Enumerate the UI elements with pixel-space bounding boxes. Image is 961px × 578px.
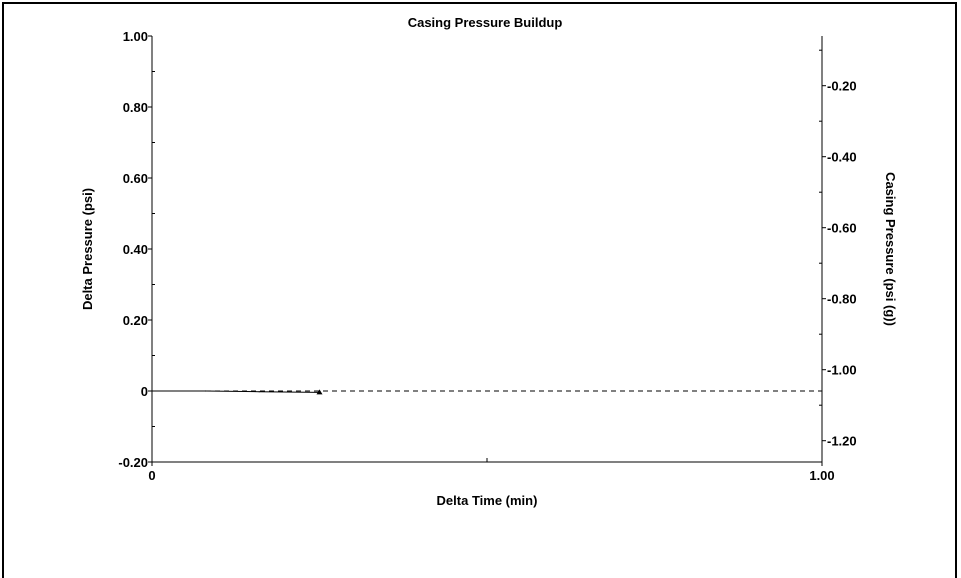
plot-axes — [151, 36, 823, 463]
y-tick-label: 0.60 — [123, 171, 148, 186]
series-point — [258, 391, 260, 393]
y2-tick-label: -0.60 — [827, 221, 857, 236]
y-tick-label: 0.20 — [123, 313, 148, 328]
x-tick-label: 1.00 — [809, 468, 834, 483]
y-tick-label: 0.40 — [123, 242, 148, 257]
x-axis-label: Delta Time (min) — [437, 493, 538, 508]
series-line-solid — [152, 390, 320, 393]
y-tick-label: 0 — [141, 384, 148, 399]
y-tick-label: -0.20 — [118, 455, 148, 470]
y2-tick-label: -0.80 — [827, 292, 857, 307]
right-y-ticks: -0.20 -0.40 -0.60 -0.80 -1.00 -1.20 — [819, 49, 857, 449]
x-tick-label: 0 — [148, 468, 155, 483]
y2-tick-label: -0.40 — [827, 150, 857, 165]
y-tick-label: 1.00 — [123, 29, 148, 44]
y2-axis-label: Casing Pressure (psi (g)) — [883, 172, 898, 326]
y2-tick-label: -1.00 — [827, 363, 857, 378]
series-point — [205, 390, 207, 392]
chart-title: Casing Pressure Buildup — [408, 15, 563, 30]
series-layer — [152, 389, 823, 395]
series-point — [318, 391, 321, 394]
y-tick-label: 0.80 — [123, 100, 148, 115]
y2-tick-label: -1.20 — [827, 434, 857, 449]
y2-tick-label: -0.20 — [827, 79, 857, 94]
series-point — [821, 390, 823, 392]
left-y-ticks: 1.00 0.80 0.60 0.40 0.20 0 -0.20 — [118, 29, 155, 470]
y-axis-label: Delta Pressure (psi) — [80, 188, 95, 310]
x-ticks: 0 1.00 — [148, 458, 835, 483]
